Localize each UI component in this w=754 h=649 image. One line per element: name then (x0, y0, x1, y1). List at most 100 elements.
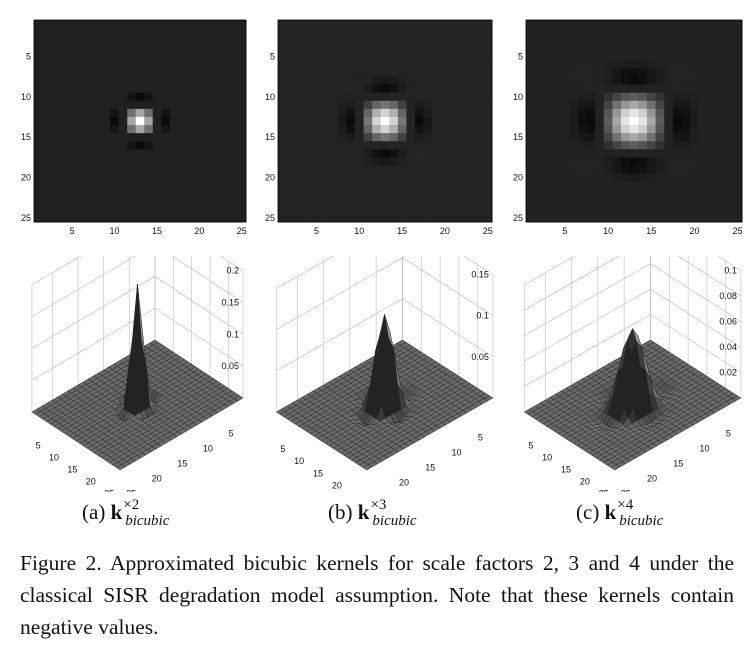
heatmap-cell (621, 92, 631, 102)
heatmap-cell (432, 28, 442, 37)
heatmap-cell (118, 205, 128, 215)
heatmap-cell (423, 173, 433, 183)
heatmap-cell (203, 108, 213, 118)
heatmap-cell (186, 100, 196, 110)
heatmap-cell (355, 189, 365, 199)
heatmap-cell (389, 125, 399, 134)
heatmap-cell (50, 181, 60, 191)
heatmap-cell (569, 197, 579, 207)
surface-ztick-label: 0.02 (719, 368, 737, 378)
heatmap-cell (629, 68, 639, 78)
heatmap-cell (203, 28, 213, 37)
heatmap-cell (423, 181, 433, 191)
heatmap-cell (320, 36, 330, 45)
heatmap-cell (152, 189, 162, 199)
heatmap-cell (569, 181, 579, 191)
heatmap-cell (295, 133, 305, 142)
heatmap-cell (380, 44, 390, 53)
heatmap-cell (612, 84, 622, 94)
heatmap-cell (50, 44, 60, 53)
heatmap-cell (432, 84, 442, 94)
heatmap-cell (707, 141, 717, 150)
heatmap-cell (50, 133, 60, 142)
heatmap-cell (414, 100, 425, 110)
heatmap-cell (551, 92, 562, 102)
heatmap-ytick-label: 20 (21, 173, 31, 183)
heatmap-cell (237, 68, 247, 78)
heatmap-cell (414, 149, 425, 158)
surface-left-tick-label: 5 (528, 440, 533, 450)
heatmap-cell (733, 213, 743, 223)
heatmap-xtick-label: 15 (646, 226, 656, 236)
surface-panel-b: 00.050.10.15510152025510152025 (262, 256, 500, 492)
heatmap-cell (169, 181, 179, 191)
heatmap-cell (135, 197, 145, 207)
heatmap-cell (161, 157, 171, 166)
heatmap-cell (406, 197, 416, 207)
heatmap-cell (595, 213, 605, 223)
surface-ztick-label: 0.15 (471, 269, 489, 279)
heatmap-cell (621, 36, 631, 45)
heatmap-cell (707, 205, 717, 215)
heatmap-cell (406, 125, 416, 134)
heatmap-cell (84, 189, 94, 199)
heatmap-cell (286, 68, 296, 78)
heatmap-cell (560, 52, 570, 61)
heatmap-cell (101, 76, 111, 86)
heatmap-cell (543, 116, 553, 126)
heatmap-cell (161, 20, 171, 29)
heatmap-cell (569, 20, 579, 29)
heatmap-cell (595, 92, 605, 102)
heatmap-cell (724, 173, 734, 183)
heatmap-cell (569, 100, 579, 110)
heatmap-cell (303, 189, 313, 199)
heatmap-cell (286, 205, 296, 215)
heatmap-cell (664, 68, 674, 78)
heatmap-cell (414, 68, 425, 78)
heatmap-cell (144, 125, 154, 134)
heatmap-cell (178, 149, 188, 158)
heatmap-cell (423, 189, 433, 199)
heatmap-cell (161, 84, 171, 94)
heatmap-cell (423, 165, 433, 175)
heatmap-cell (629, 141, 639, 150)
heatmap-cell (595, 84, 605, 94)
heatmap-cell (621, 100, 631, 110)
heatmap-cell (646, 108, 657, 118)
heatmap-cell (295, 108, 305, 118)
heatmap-ytick-label: 20 (513, 173, 523, 183)
heatmap-cell (397, 116, 407, 126)
heatmap-cell (612, 205, 622, 215)
heatmap-cell (67, 189, 77, 199)
heatmap-cell (203, 189, 213, 199)
heatmap-cell (195, 68, 205, 78)
heatmap-cell (195, 189, 205, 199)
heatmap-cell (355, 44, 365, 53)
heatmap-cell (67, 108, 77, 118)
heatmap-cell (629, 52, 639, 61)
heatmap-cell (178, 84, 188, 94)
heatmap-cell (551, 173, 562, 183)
heatmap-cell (237, 92, 247, 102)
heatmap-cell (212, 116, 222, 126)
heatmap-cell (724, 141, 734, 150)
heatmap-cell (195, 28, 205, 37)
heatmap-cell (42, 197, 52, 207)
heatmap-cell (161, 92, 171, 102)
heatmap-cell (672, 52, 683, 61)
heatmap-cell (716, 44, 726, 53)
heatmap-cell (603, 213, 613, 223)
heatmap-cell (152, 165, 162, 175)
heatmap-cell (229, 173, 239, 183)
heatmap-cell (612, 165, 622, 175)
heatmap-cell (724, 181, 734, 191)
heatmap-cell (526, 173, 536, 183)
heatmap-cell (560, 44, 570, 53)
heatmap-cell (67, 20, 77, 29)
heatmap-cell (449, 28, 459, 37)
heatmap-cell (195, 205, 205, 215)
heatmap-cell (655, 20, 665, 29)
heatmap-cell (346, 60, 356, 69)
heatmap-cell (389, 92, 399, 102)
heatmap-cell (534, 108, 544, 118)
